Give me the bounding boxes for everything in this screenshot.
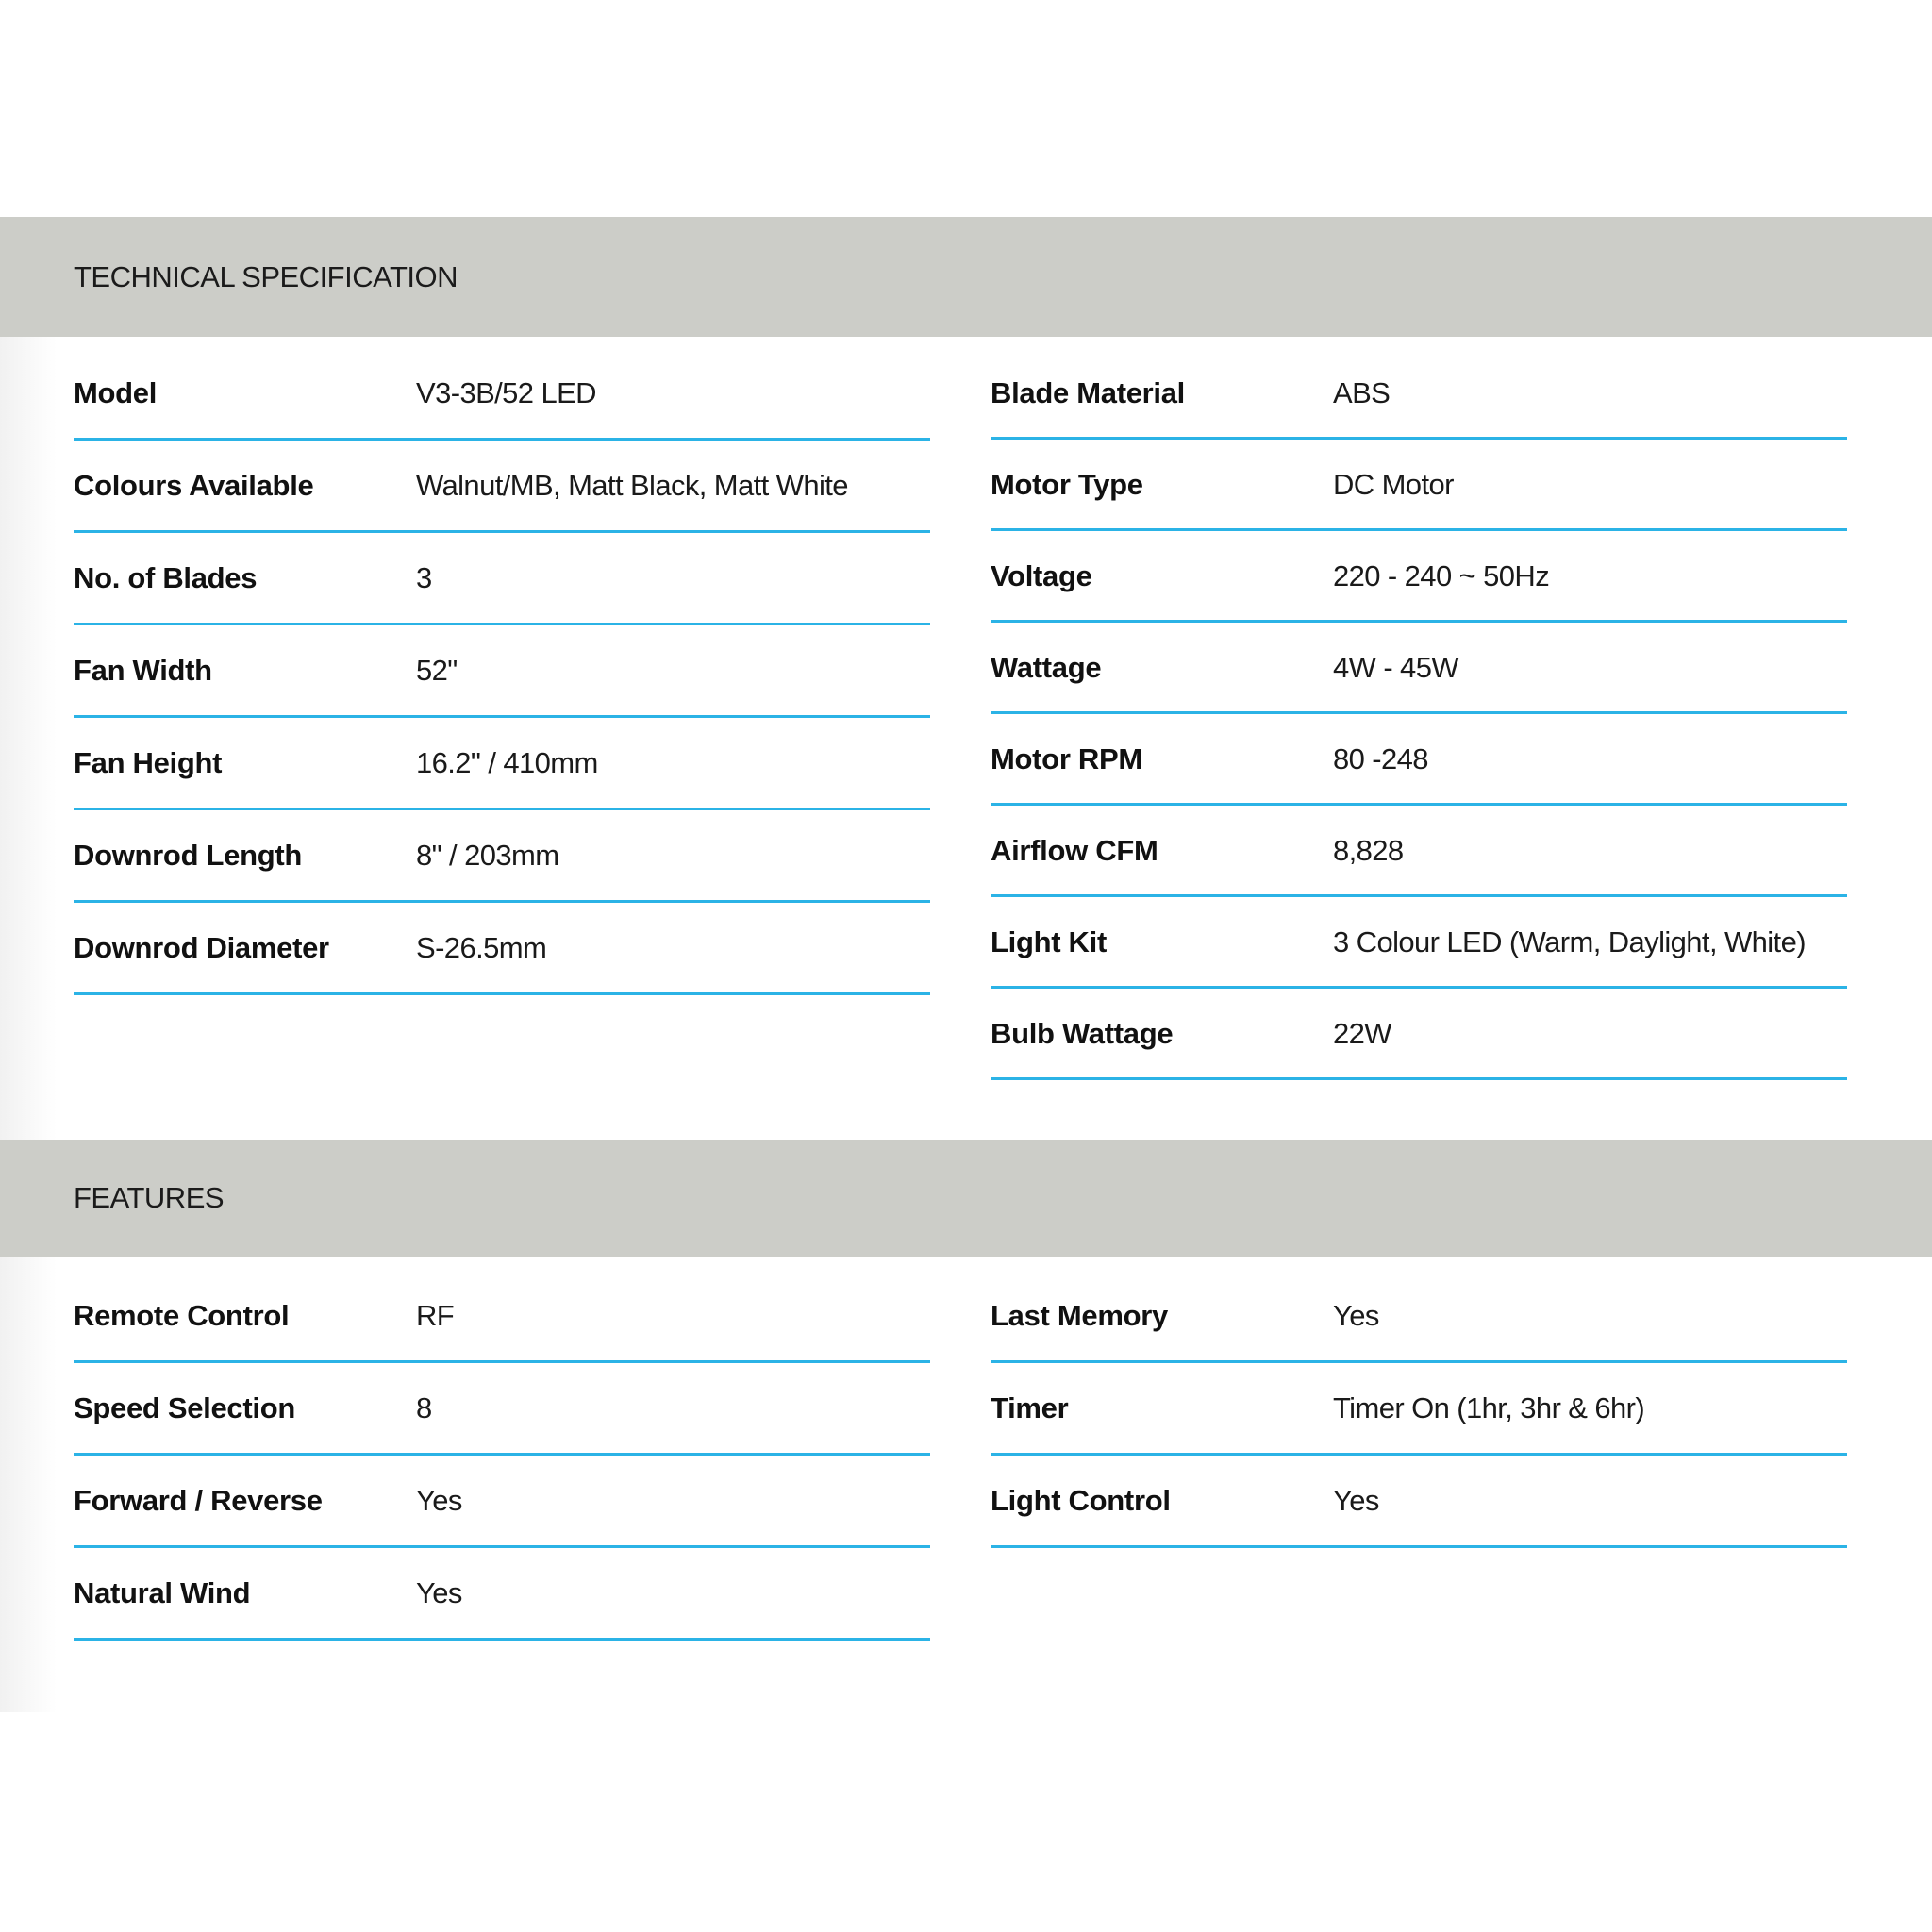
spec-value: 220 - 240 ~ 50Hz xyxy=(1333,559,1550,592)
features-header: FEATURES xyxy=(0,1140,1932,1257)
features-table-right: Last Memory Yes Timer Timer On (1hr, 3hr & … xyxy=(991,1271,1847,1548)
spec-row: Speed Selection 8 xyxy=(74,1363,930,1456)
spec-value: 3 xyxy=(416,561,432,594)
spec-row: Fan Width 52" xyxy=(74,625,930,718)
spec-value: ABS xyxy=(1333,376,1391,409)
spec-row: Model V3-3B/52 LED xyxy=(74,348,930,441)
spec-row: Fan Height 16.2" / 410mm xyxy=(74,718,930,810)
spec-value: Yes xyxy=(416,1484,462,1517)
features-table-left: Remote Control RF Speed Selection 8 Forward … xyxy=(74,1271,930,1641)
spec-value: Yes xyxy=(416,1576,462,1609)
spec-label: Colours Available xyxy=(74,469,314,502)
spec-label: Motor RPM xyxy=(991,742,1142,775)
spec-label: Light Kit xyxy=(991,925,1107,958)
spec-label: Motor Type xyxy=(991,468,1143,501)
spec-value: 8,828 xyxy=(1333,834,1404,867)
spec-row: Downrod Length 8" / 203mm xyxy=(74,810,930,903)
spec-row: Voltage 220 - 240 ~ 50Hz xyxy=(991,531,1847,623)
spec-row: No. of Blades 3 xyxy=(74,533,930,625)
spec-label: Light Control xyxy=(991,1484,1171,1517)
spec-label: Natural Wind xyxy=(74,1576,251,1609)
spec-value: S-26.5mm xyxy=(416,931,547,964)
spec-value: Timer On (1hr, 3hr & 6hr) xyxy=(1333,1391,1645,1424)
spec-row: Motor RPM 80 -248 xyxy=(991,714,1847,806)
spec-label: Blade Material xyxy=(991,376,1185,409)
spec-value: 8 xyxy=(416,1391,432,1424)
spec-row: Bulb Wattage 22W xyxy=(991,989,1847,1080)
spec-row: Wattage 4W - 45W xyxy=(991,623,1847,714)
spec-row: Remote Control RF xyxy=(74,1271,930,1363)
spec-row: Light Kit 3 Colour LED (Warm, Daylight, W… xyxy=(991,897,1847,989)
spec-row: Motor Type DC Motor xyxy=(991,440,1847,531)
section-title: TECHNICAL SPECIFICATION xyxy=(74,259,458,293)
technical-specification-header: TECHNICAL SPECIFICATION xyxy=(0,217,1932,337)
spec-label: Fan Width xyxy=(74,654,212,687)
spec-label: Timer xyxy=(991,1391,1069,1424)
spec-row: Airflow CFM 8,828 xyxy=(991,806,1847,897)
spec-label: Downrod Diameter xyxy=(74,931,329,964)
spec-value: 8" / 203mm xyxy=(416,839,559,872)
spec-label: Bulb Wattage xyxy=(991,1017,1174,1050)
spec-value: 52" xyxy=(416,654,458,687)
section-title: FEATURES xyxy=(74,1181,225,1214)
spec-label: Remote Control xyxy=(74,1299,290,1332)
spec-label: Model xyxy=(74,376,158,409)
spec-value: V3-3B/52 LED xyxy=(416,376,597,409)
spec-label: Fan Height xyxy=(74,746,223,779)
spec-row: Timer Timer On (1hr, 3hr & 6hr) xyxy=(991,1363,1847,1456)
spec-value: DC Motor xyxy=(1333,468,1454,501)
spec-row: Colours Available Walnut/MB, Matt Black, … xyxy=(74,441,930,533)
spec-value: Yes xyxy=(1333,1484,1379,1517)
spec-value: Yes xyxy=(1333,1299,1379,1332)
spec-label: Airflow CFM xyxy=(991,834,1158,867)
spec-value: 3 Colour LED (Warm, Daylight, White) xyxy=(1333,925,1807,958)
spec-row: Downrod Diameter S-26.5mm xyxy=(74,903,930,995)
spec-row: Last Memory Yes xyxy=(991,1271,1847,1363)
spec-value: 80 -248 xyxy=(1333,742,1429,775)
spec-label: Wattage xyxy=(991,651,1102,684)
spec-row: Forward / Reverse Yes xyxy=(74,1456,930,1548)
spec-label: Forward / Reverse xyxy=(74,1484,323,1517)
spec-label: No. of Blades xyxy=(74,561,258,594)
spec-label: Last Memory xyxy=(991,1299,1168,1332)
spec-value: RF xyxy=(416,1299,455,1332)
spec-row: Blade Material ABS xyxy=(991,348,1847,440)
spec-row: Natural Wind Yes xyxy=(74,1548,930,1641)
spec-value: 22W xyxy=(1333,1017,1392,1050)
spec-value: 4W - 45W xyxy=(1333,651,1459,684)
spec-table-right: Blade Material ABS Motor Type DC Motor Volta… xyxy=(991,348,1847,1080)
spec-label: Speed Selection xyxy=(74,1391,295,1424)
spec-label: Downrod Length xyxy=(74,839,303,872)
spec-table-left: Model V3-3B/52 LED Colours Available Walnut… xyxy=(74,348,930,995)
page-background-fade xyxy=(0,337,57,1712)
spec-row: Light Control Yes xyxy=(991,1456,1847,1548)
spec-label: Voltage xyxy=(991,559,1092,592)
spec-value: Walnut/MB, Matt Black, Matt White xyxy=(416,469,849,502)
spec-value: 16.2" / 410mm xyxy=(416,746,598,779)
